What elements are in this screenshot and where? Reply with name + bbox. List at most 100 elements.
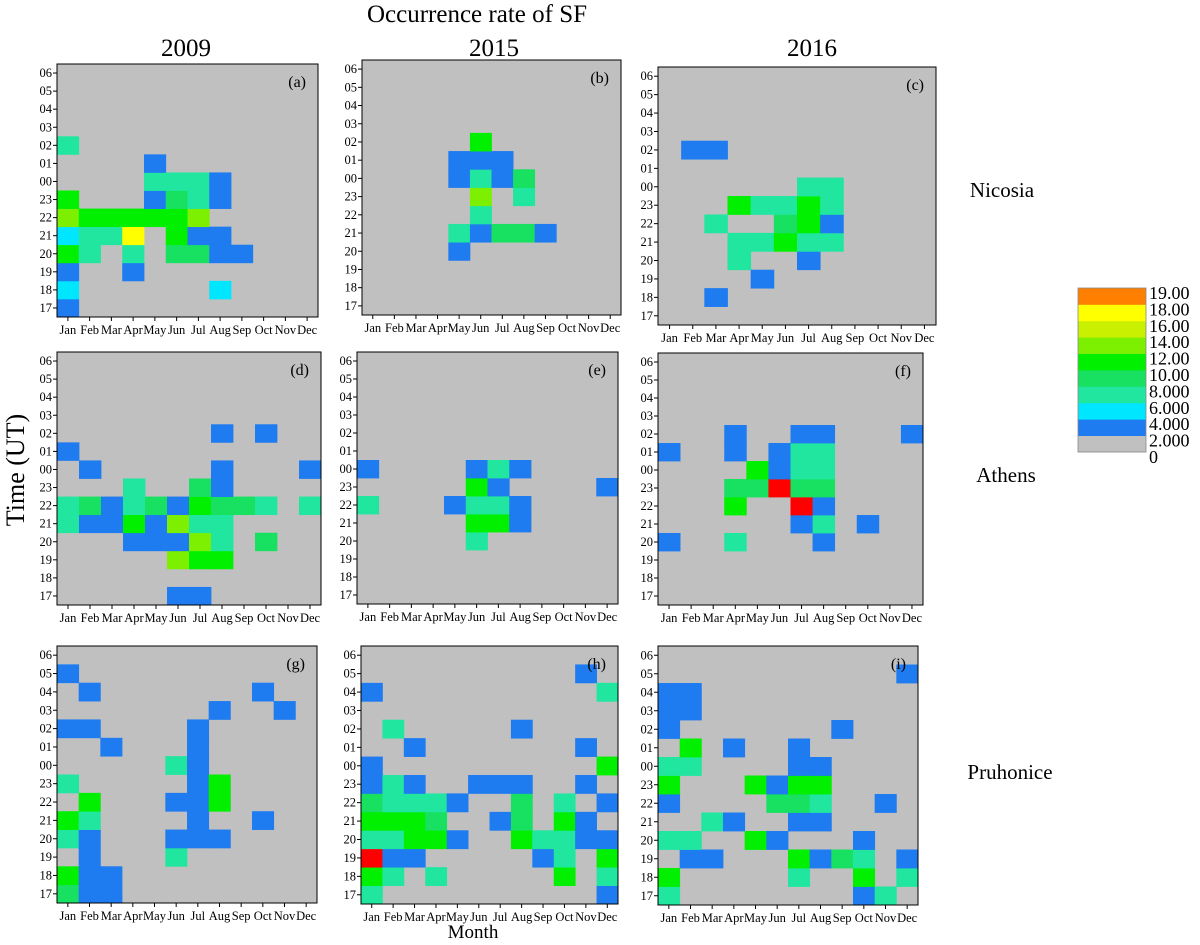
heatmap-cell [820, 177, 844, 197]
colorbar-tick-label: 4.000 [1149, 414, 1190, 434]
heatmap-cell [403, 811, 426, 831]
x-tick-label: Mar [102, 611, 124, 625]
heatmap-cell [853, 868, 876, 887]
heatmap-cell [724, 479, 747, 498]
heatmap-cell [361, 811, 383, 831]
x-tick-label: Aug [813, 611, 835, 625]
x-tick-label: Mar [406, 321, 428, 335]
heatmap-cell [510, 719, 533, 739]
y-tick-label: 03 [40, 120, 53, 134]
y-tick-label: 17 [641, 889, 654, 903]
x-tick-label: Aug [810, 911, 832, 925]
heatmap-cell [856, 515, 880, 534]
heatmap-cell [57, 280, 80, 300]
heatmap-cell [78, 884, 101, 904]
x-tick-label: Dec [300, 611, 321, 625]
heatmap-cell [658, 683, 681, 702]
heatmap-cell [809, 757, 832, 776]
y-tick-label: 05 [641, 667, 654, 681]
heatmap-cell [382, 793, 405, 813]
heatmap-cell [382, 811, 405, 831]
heatmap-cell [553, 811, 576, 831]
panel-label: (e) [588, 362, 606, 379]
x-tick-label: Oct [555, 610, 574, 624]
y-tick-label: 05 [641, 88, 654, 102]
panel-h: 17 18 19 20 21 22 23 00 01 02 03 04 05 06 Jan Feb Mar Apr… [344, 645, 619, 924]
heatmap-cell [189, 586, 212, 606]
heatmap-cell [57, 298, 80, 318]
x-tick-label: Nov [277, 611, 299, 625]
x-tick-label: Apr [729, 331, 749, 345]
heatmap-cell [255, 496, 278, 516]
y-tick-label: 20 [641, 254, 654, 268]
colorbar-tick-label: 14.00 [1149, 332, 1190, 352]
heatmap-cell [510, 775, 533, 794]
panel-label: (h) [587, 656, 606, 673]
heatmap-cell [57, 190, 80, 209]
x-tick-label: Nov [879, 611, 901, 625]
y-tick-label: 18 [641, 290, 654, 304]
y-tick-label: 21 [340, 516, 353, 530]
y-tick-label: 05 [40, 84, 53, 98]
heatmap-cell [382, 830, 405, 850]
heatmap-cell [513, 187, 536, 207]
heatmap-cell [820, 214, 844, 234]
heatmap-cell [189, 532, 212, 552]
y-tick-label: 21 [40, 517, 53, 531]
panel-frame [56, 351, 322, 606]
heatmap-cell [766, 794, 789, 813]
heatmap-cell [144, 190, 167, 209]
heatmap-cell [444, 496, 467, 515]
heatmap-cell [189, 514, 212, 534]
x-tick-label: Dec [296, 909, 317, 923]
y-tick-label: 23 [641, 481, 654, 495]
heatmap-cell [79, 460, 102, 479]
y-tick-label: 01 [40, 740, 53, 754]
y-tick-label: 22 [40, 499, 53, 513]
heatmap-cell [596, 867, 619, 886]
heatmap-cell [165, 244, 188, 264]
heatmap-cell [273, 701, 296, 720]
x-tick-label: Dec [597, 610, 618, 624]
y-tick-label: 02 [340, 426, 353, 440]
heatmap-cell [746, 461, 769, 480]
heatmap-cell [896, 849, 919, 869]
y-tick-label: 22 [641, 217, 654, 231]
x-tick-label: Oct [855, 911, 874, 925]
heatmap-cell [78, 829, 101, 849]
colorbar-tick-label: 10.00 [1149, 365, 1190, 385]
y-tick-label: 06 [40, 648, 53, 662]
x-tick-label: Nov [575, 910, 597, 924]
heatmap-cell [853, 831, 876, 850]
colorbar-tick-label: 18.00 [1149, 299, 1190, 319]
heatmap-cell [812, 425, 836, 444]
y-tick-label: 04 [641, 106, 654, 120]
heatmap-cell [208, 792, 231, 812]
heatmap-cell [100, 866, 123, 886]
x-tick-label: Dec [600, 321, 621, 335]
y-tick-label: 18 [344, 869, 357, 883]
heatmap-cell [487, 496, 510, 515]
x-tick-label: Mar [702, 911, 724, 925]
x-tick-label: Feb [683, 331, 702, 345]
x-tick-label: Nov [875, 911, 897, 925]
heatmap-cell [57, 262, 80, 282]
x-tick-label: Jan [360, 610, 377, 624]
y-tick-label: 19 [345, 262, 358, 276]
y-tick-label: 01 [40, 444, 53, 458]
station-label-athens: Athens [976, 463, 1036, 487]
y-tick-label: 00 [345, 171, 358, 185]
colorbar-tick-label: 2.000 [1149, 431, 1190, 451]
heatmap-cell [812, 443, 836, 462]
heatmap-cell [403, 848, 426, 868]
station-label-pruhonice: Pruhonice [967, 760, 1052, 784]
heatmap-cell [465, 460, 488, 479]
colorbar-segment [1078, 320, 1146, 338]
heatmap-cell [773, 232, 798, 252]
heatmap-cell [165, 226, 188, 246]
x-axis-title: Month [448, 922, 499, 943]
heatmap-cell [403, 738, 426, 757]
heatmap-cell [812, 479, 836, 498]
heatmap-cell [57, 496, 80, 516]
